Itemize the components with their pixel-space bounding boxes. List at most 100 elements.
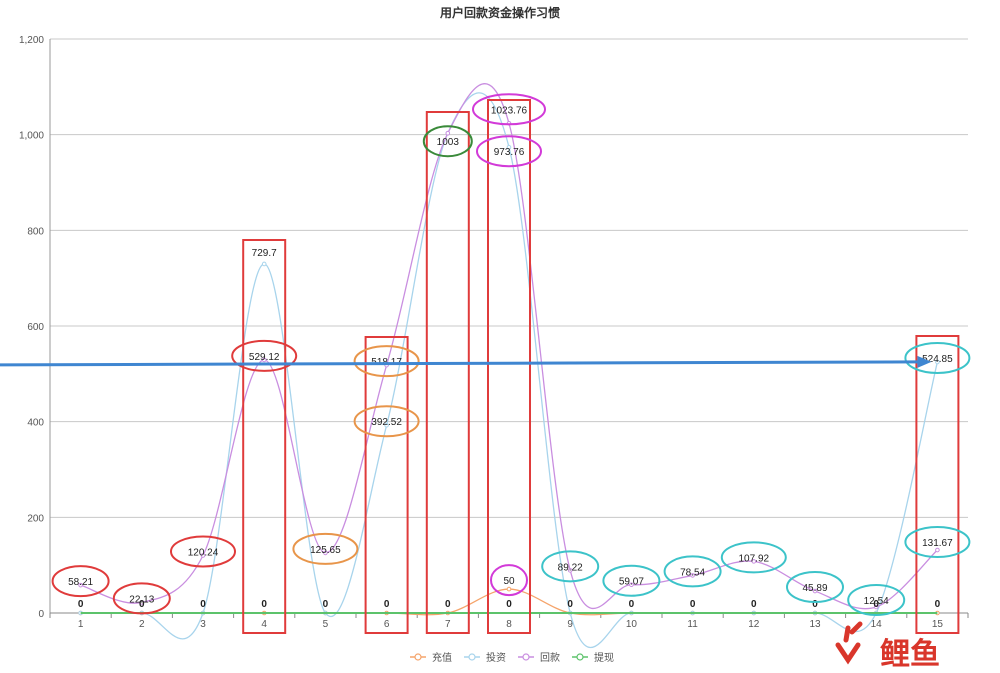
x-tick-label: 11 (687, 619, 698, 630)
annotations (0, 93, 971, 634)
arrow-line (0, 360, 920, 367)
data-label: 45.89 (802, 583, 827, 594)
data-point (751, 559, 757, 564)
highlight-circle (786, 571, 844, 604)
data-point (445, 130, 451, 136)
data-label: 120.24 (188, 547, 219, 558)
x-tick-label: 14 (871, 619, 883, 630)
legend-swatch-marker (414, 653, 422, 661)
data-point (384, 422, 389, 428)
highlight-box (915, 335, 960, 634)
x-tick-label: 4 (261, 619, 267, 630)
zero-label: 0 (935, 599, 941, 610)
zero-label: 0 (323, 599, 329, 610)
data-point (139, 600, 145, 605)
zero-label: 0 (751, 599, 757, 610)
zero-label: 0 (690, 599, 696, 610)
highlight-circle (602, 564, 661, 597)
zero-labels: 0 0 0 0 0 0 0 0 0 0 0 0 0 0 0 (78, 599, 941, 610)
x-tick-label: 3 (200, 619, 206, 630)
zero-label: 0 (261, 599, 267, 610)
x-tick-label: 5 (323, 619, 329, 630)
watermark-logo: 鲤鱼 (835, 621, 940, 672)
arrow-head (917, 355, 932, 368)
zero-label: 0 (139, 599, 145, 610)
data-label: 524.85 (922, 354, 953, 365)
data-point (935, 359, 940, 365)
highlight-circle (847, 584, 906, 617)
data-label: 125.65 (310, 545, 341, 556)
x-tick-label: 6 (384, 619, 390, 630)
data-point (629, 582, 634, 588)
legend-label: 投资 (486, 651, 506, 664)
highlight-box (364, 336, 409, 634)
highlight-circle (353, 405, 420, 438)
highlight-circle (292, 532, 359, 565)
highlight-circle (541, 550, 600, 583)
x-tick-label: 7 (445, 619, 451, 630)
x-tick-label: 9 (567, 619, 573, 630)
data-point (567, 568, 573, 573)
data-point (78, 582, 83, 588)
zero-label: 0 (384, 599, 390, 610)
data-point (506, 586, 512, 592)
highlight-box (487, 99, 531, 634)
y-tick-label: 0 (38, 609, 44, 620)
data-point (323, 550, 328, 556)
y-axis-ticks: 0 200 400 600 800 1,000 1,200 (19, 35, 51, 620)
legend: 充值 投资 回款 提现 (410, 651, 614, 664)
zero-label: 0 (812, 599, 818, 610)
data-point (506, 144, 512, 150)
zero-label: 0 (506, 599, 512, 610)
legend-label: 提现 (594, 652, 614, 664)
y-tick-label: 800 (27, 226, 44, 237)
legend-swatch-marker (522, 653, 530, 661)
legend-label: 充值 (432, 651, 452, 664)
x-tick-label: 13 (809, 619, 821, 630)
data-label: 58.21 (68, 577, 93, 588)
highlight-circle (476, 135, 542, 168)
highlight-circle (472, 93, 546, 126)
data-label: 973.76 (494, 147, 525, 158)
data-label: 50 (503, 576, 515, 587)
y-tick-label: 400 (27, 418, 44, 429)
x-tick-label: 8 (506, 619, 512, 630)
x-tick-label: 10 (626, 619, 638, 630)
data-point (200, 553, 206, 558)
highlight-circle (51, 565, 110, 598)
x-tick-label: 12 (748, 619, 760, 630)
data-label: 1003 (437, 137, 460, 148)
y-tick-label: 200 (27, 513, 44, 524)
highlight-circle (422, 125, 473, 158)
highlight-circle (720, 541, 787, 574)
logo-text: 鲤鱼 (880, 637, 940, 672)
zero-label: 0 (629, 599, 635, 610)
y-tick-label: 1,200 (19, 35, 44, 46)
data-point (261, 357, 267, 363)
highlight-circle (231, 339, 298, 372)
data-label: 59.07 (619, 577, 644, 588)
series-line-2 (80, 83, 938, 610)
highlight-circle (490, 564, 528, 597)
data-label: 392.52 (371, 417, 402, 428)
highlight-circle (663, 555, 722, 588)
zero-label: 0 (445, 599, 451, 610)
x-tick-label: 1 (78, 619, 84, 630)
y-tick-label: 1,000 (19, 131, 44, 142)
data-label: 12.54 (864, 596, 889, 607)
highlight-circle (904, 526, 971, 559)
data-labels: 58.2122.13120.24729.7529.12125.65518.173… (68, 105, 953, 607)
data-label: 729.7 (252, 248, 277, 259)
y-tick-label: 600 (27, 322, 44, 333)
data-point (935, 547, 940, 553)
data-point (690, 573, 695, 578)
legend-swatch-marker (468, 653, 476, 661)
zero-label: 0 (567, 599, 573, 610)
legend-swatch-marker (576, 653, 584, 661)
data-label: 78.54 (680, 567, 705, 578)
data-point (873, 604, 879, 610)
data-label: 1023.76 (491, 105, 528, 116)
data-point (261, 261, 267, 267)
highlight-circle (353, 345, 420, 378)
